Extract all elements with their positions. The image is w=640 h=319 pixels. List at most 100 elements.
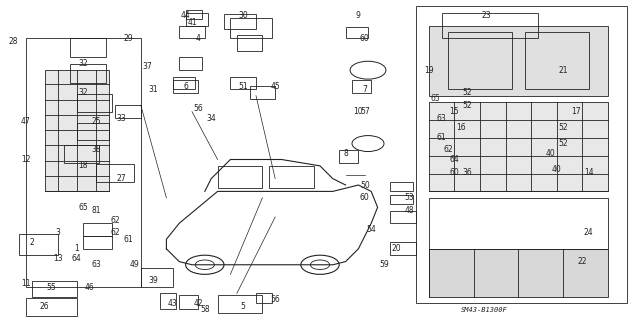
Text: 6: 6	[183, 82, 188, 91]
Text: 39: 39	[148, 276, 159, 285]
Text: 27: 27	[116, 174, 127, 183]
Text: 45: 45	[270, 82, 280, 91]
Bar	[390, 182, 413, 191]
Bar	[390, 242, 416, 255]
Text: 60: 60	[360, 34, 370, 43]
Text: 63: 63	[436, 114, 447, 122]
Text: 52: 52	[558, 123, 568, 132]
Text: 43: 43	[168, 299, 178, 308]
Text: 63: 63	[91, 260, 101, 269]
Bar	[525, 32, 589, 89]
Text: 30: 30	[238, 11, 248, 20]
Text: 31: 31	[148, 85, 159, 94]
Text: 22: 22	[578, 257, 587, 266]
Text: 17: 17	[571, 107, 581, 116]
Text: 12: 12	[21, 155, 30, 164]
Text: 7: 7	[362, 85, 367, 94]
Bar	[442, 13, 538, 38]
Text: 9: 9	[356, 11, 361, 20]
Text: 16: 16	[456, 123, 466, 132]
Bar	[186, 13, 208, 26]
Text: 33: 33	[116, 114, 127, 122]
Bar	[237, 35, 262, 51]
Bar	[352, 80, 371, 93]
Text: 1: 1	[74, 244, 79, 253]
Text: 60: 60	[449, 168, 460, 177]
Bar	[70, 38, 106, 57]
Text: 54: 54	[366, 225, 376, 234]
Bar	[390, 211, 416, 223]
Text: 32: 32	[78, 88, 88, 97]
Bar	[45, 70, 109, 191]
Bar	[173, 80, 198, 93]
Text: 8: 8	[343, 149, 348, 158]
Bar	[339, 150, 358, 163]
Text: 52: 52	[462, 88, 472, 97]
Text: 52: 52	[462, 101, 472, 110]
Text: 38: 38	[91, 145, 101, 154]
Text: 15: 15	[449, 107, 460, 116]
Text: 11: 11	[21, 279, 30, 288]
Text: 41: 41	[187, 18, 197, 27]
Bar	[77, 94, 112, 112]
Text: 29: 29	[123, 34, 133, 43]
Text: 61: 61	[436, 133, 447, 142]
Text: 52: 52	[558, 139, 568, 148]
Bar	[19, 234, 58, 255]
Bar	[64, 145, 99, 163]
Text: 40: 40	[552, 165, 562, 174]
Text: 58: 58	[200, 305, 210, 314]
Text: 81: 81	[92, 206, 100, 215]
Bar	[26, 38, 141, 287]
Text: 56: 56	[270, 295, 280, 304]
Text: 40: 40	[545, 149, 556, 158]
Bar	[186, 10, 202, 19]
Text: 5: 5	[241, 302, 246, 311]
Text: 23: 23	[481, 11, 492, 20]
Text: 34: 34	[206, 114, 216, 122]
Bar	[179, 295, 198, 309]
Bar	[429, 26, 608, 96]
Text: 19: 19	[424, 66, 434, 75]
Text: 55: 55	[46, 283, 56, 292]
Bar	[77, 123, 109, 140]
Bar	[179, 26, 205, 38]
Text: 3: 3	[55, 228, 60, 237]
Text: 50: 50	[360, 181, 370, 189]
Text: 64: 64	[72, 254, 82, 263]
Text: 48: 48	[404, 206, 415, 215]
Bar	[160, 293, 176, 309]
Text: SM43-B1300F: SM43-B1300F	[461, 307, 508, 313]
Text: 25: 25	[91, 117, 101, 126]
Bar	[429, 198, 608, 249]
Bar	[141, 268, 173, 287]
Text: 59: 59	[379, 260, 389, 269]
Bar	[218, 166, 262, 188]
Text: 14: 14	[584, 168, 594, 177]
Text: 53: 53	[404, 193, 415, 202]
Bar	[448, 32, 512, 89]
Bar	[429, 102, 608, 191]
Text: 37: 37	[142, 63, 152, 71]
Bar	[32, 281, 77, 297]
Bar	[390, 195, 413, 204]
Bar	[250, 86, 275, 99]
Text: 28: 28	[8, 37, 17, 46]
Bar	[96, 164, 134, 182]
Text: 21: 21	[559, 66, 568, 75]
Text: 60: 60	[360, 193, 370, 202]
Text: 56: 56	[193, 104, 204, 113]
Bar	[218, 295, 262, 313]
Bar	[70, 64, 106, 83]
Text: 46: 46	[84, 283, 95, 292]
Bar	[179, 57, 202, 70]
Text: 65: 65	[430, 94, 440, 103]
Bar	[416, 6, 627, 303]
Text: 32: 32	[78, 59, 88, 68]
Text: 65: 65	[78, 203, 88, 212]
Bar	[256, 293, 272, 303]
Text: 2: 2	[29, 238, 35, 247]
Text: 26: 26	[40, 302, 50, 311]
Text: 62: 62	[443, 145, 453, 154]
Bar	[26, 298, 77, 316]
